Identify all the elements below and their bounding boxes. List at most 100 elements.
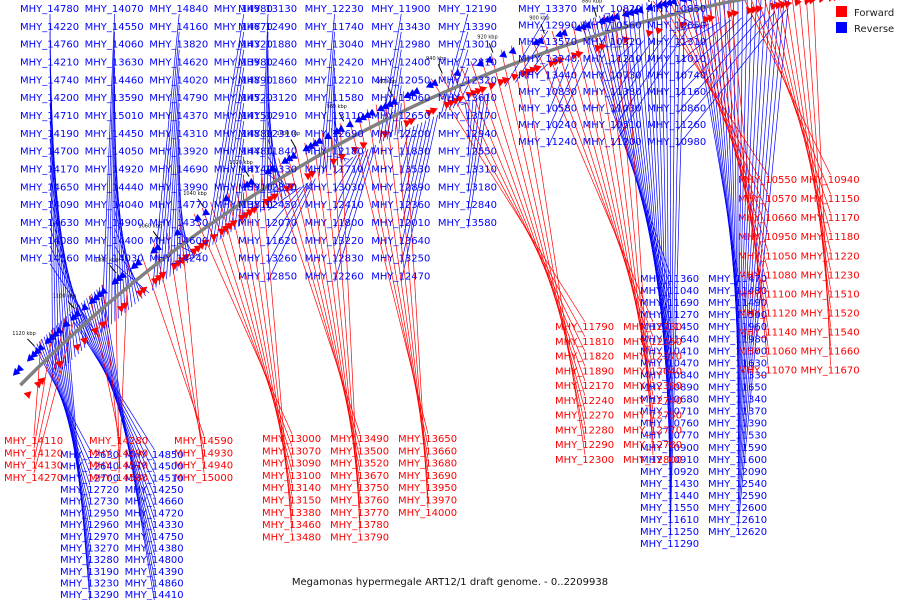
reverse-gene-arrow xyxy=(88,296,97,305)
leader-line xyxy=(334,103,339,166)
forward-gene-arrow xyxy=(479,86,488,94)
leader-line xyxy=(96,289,155,579)
leader-line xyxy=(61,320,91,579)
reverse-gene-arrow xyxy=(499,50,508,58)
gene-label: MHY_14710 xyxy=(20,111,79,122)
reverse-gene-arrow xyxy=(264,167,273,175)
gene-arrows xyxy=(12,0,840,399)
gene-label: MHY_10840 xyxy=(640,370,699,381)
gene-label: MHY_11300 xyxy=(708,346,767,357)
reverse-gene-arrow xyxy=(403,91,412,99)
gene-label: MHY_12050 xyxy=(371,75,430,86)
reverse-gene-arrow xyxy=(508,46,517,55)
tick-label: 1020 kbp xyxy=(229,160,253,166)
gene-label: MHY_12300 xyxy=(555,455,614,466)
forward-gene-arrow xyxy=(329,158,338,166)
leader-line xyxy=(676,19,731,65)
reverse-gene-arrow xyxy=(194,213,202,222)
gene-label: MHY_11580 xyxy=(305,93,364,104)
reverse-gene-arrow xyxy=(385,99,394,107)
tick-label: 1060 kbp xyxy=(138,223,162,229)
gene-label: MHY_12330 xyxy=(623,322,682,333)
forward-gene-arrow xyxy=(510,73,519,81)
leader-line xyxy=(737,0,753,431)
leader-line xyxy=(467,92,490,229)
leader-line xyxy=(624,8,654,455)
leader-line xyxy=(715,0,769,328)
gene-label: MHY_12010 xyxy=(371,218,430,229)
gene-label: MHY_13370 xyxy=(518,4,577,15)
gene-label: MHY_14690 xyxy=(149,165,208,176)
gene-label: MHY_11630 xyxy=(708,358,767,369)
leader-line xyxy=(382,31,402,142)
reverse-gene-arrow xyxy=(315,136,324,144)
gene-label: MHY_10900 xyxy=(640,443,699,454)
leader-line xyxy=(267,184,305,229)
forward-gene-arrow xyxy=(833,0,836,2)
tick-mark xyxy=(593,7,597,17)
gene-label: MHY_11840 xyxy=(238,147,297,158)
forward-gene-arrow xyxy=(679,21,687,29)
reverse-gene-arrow xyxy=(685,0,692,2)
reverse-gene-arrow xyxy=(664,0,673,7)
leader-line xyxy=(750,0,831,195)
gene-label: MHY_11150 xyxy=(801,194,860,205)
leader-line xyxy=(243,179,293,508)
gene-label: MHY_10830 xyxy=(518,87,577,98)
leader-line xyxy=(58,322,91,567)
leader-line xyxy=(226,120,245,235)
gene-label: MHY_14740 xyxy=(20,75,79,86)
leader-line xyxy=(193,213,293,435)
reverse-gene-arrow xyxy=(655,0,663,9)
gene-label: MHY_11360 xyxy=(640,274,699,285)
forward-gene-arrow xyxy=(359,142,368,150)
reverse-gene-arrow xyxy=(154,243,163,251)
leader-line xyxy=(737,0,757,443)
forward-gene-arrow xyxy=(707,14,716,23)
gene-label: MHY_11590 xyxy=(708,443,767,454)
forward-gene-arrow xyxy=(598,43,607,51)
leader-line xyxy=(400,118,431,246)
forward-gene-arrow xyxy=(465,91,474,100)
forward-gene-arrow xyxy=(645,29,654,38)
gene-label: MHY_14080 xyxy=(20,236,79,247)
gene-label: MHY_12810 xyxy=(438,58,497,69)
forward-gene-arrow xyxy=(350,146,359,154)
reverse-gene-arrow xyxy=(16,364,25,373)
gene-label: MHY_13170 xyxy=(438,111,497,122)
gene-label: MHY_14800 xyxy=(125,555,184,566)
gene-label: MHY_11390 xyxy=(708,419,767,430)
reverse-gene-arrow xyxy=(612,12,620,21)
leader-line xyxy=(676,17,743,81)
gene-label: MHY_14380 xyxy=(125,543,184,554)
leader-line xyxy=(723,0,739,359)
tick-mark xyxy=(197,198,205,208)
gene-label: MHY_13150 xyxy=(262,496,321,507)
gene-label: MHY_13030 xyxy=(305,182,364,193)
leader-line xyxy=(612,43,633,65)
leader-line xyxy=(394,85,402,136)
leader-line xyxy=(400,122,423,211)
leader-line xyxy=(339,123,361,533)
leader-line xyxy=(237,174,245,228)
gene-label: MHY_14980 xyxy=(214,4,273,15)
gene-label: MHY_11140 xyxy=(738,328,797,339)
gene-label: MHY_12960 xyxy=(60,520,119,531)
leader-line xyxy=(728,0,739,371)
gene-label: MHY_14770 xyxy=(149,200,208,211)
tick-mark xyxy=(437,64,443,74)
leader-line xyxy=(737,0,785,516)
leader-line xyxy=(684,0,769,252)
forward-gene-arrow xyxy=(217,228,226,236)
leader-line xyxy=(322,132,361,508)
gene-label: MHY_12910 xyxy=(238,111,297,122)
forward-gene-arrow xyxy=(533,64,542,73)
tick-label: 1000 kbp xyxy=(277,131,301,137)
gene-label: MHY_10850 xyxy=(647,4,706,15)
gene-label: MHY_11430 xyxy=(640,479,699,490)
gene-label: MHY_14400 xyxy=(85,236,144,247)
forward-gene-arrow xyxy=(201,239,210,247)
reverse-gene-arrow xyxy=(381,102,390,110)
gene-label: MHY_11310 xyxy=(647,37,706,48)
leader-line xyxy=(101,13,115,334)
